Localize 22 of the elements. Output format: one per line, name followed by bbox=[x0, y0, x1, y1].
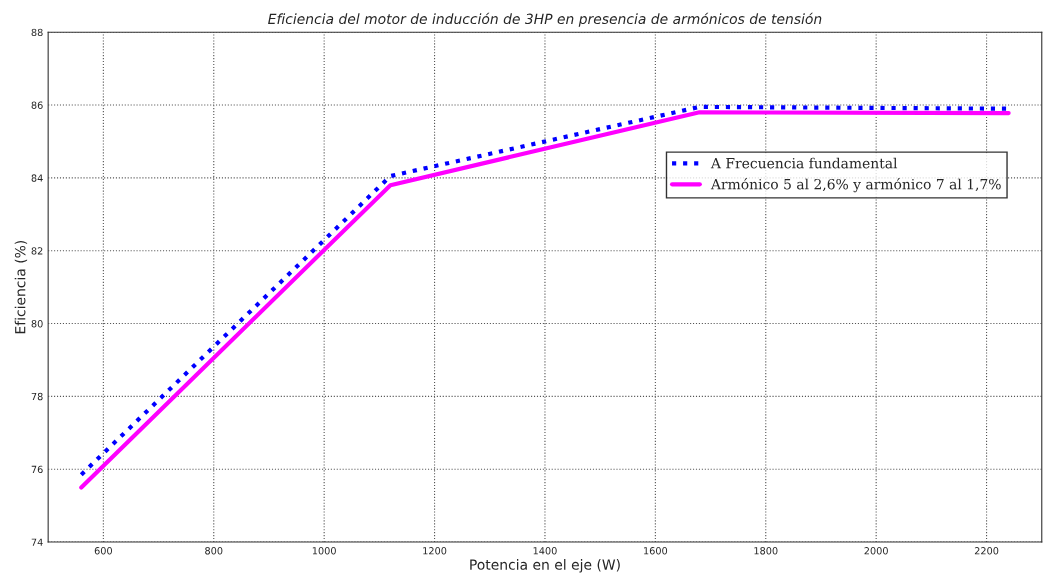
x-tick-label: 600 bbox=[94, 547, 112, 555]
y-tick-label: 76 bbox=[31, 465, 43, 474]
y-tick-label: 88 bbox=[31, 28, 43, 37]
y-tick-label: 78 bbox=[31, 392, 43, 401]
y-tick-label: 74 bbox=[31, 538, 43, 546]
x-tick-label: 2000 bbox=[864, 547, 888, 555]
y-tick-label: 82 bbox=[31, 247, 43, 255]
x-tick-label: 1600 bbox=[644, 547, 668, 555]
x-tick-label: 1800 bbox=[754, 547, 778, 555]
x-tick-label: 1200 bbox=[423, 547, 447, 555]
x-tick-label: 1000 bbox=[312, 547, 336, 555]
y-tick-label: 80 bbox=[31, 320, 43, 328]
legend-label: Armónico 5 al 2,6% y armónico 7 al 1,7% bbox=[710, 178, 1001, 193]
x-tick-label: 2200 bbox=[974, 547, 999, 555]
y-tick-label: 86 bbox=[31, 101, 43, 109]
x-tick-label: 800 bbox=[205, 547, 223, 555]
legend-label: A Frecuencia fundamental bbox=[710, 157, 898, 169]
x-tick-label: 1400 bbox=[533, 547, 557, 555]
y-tick-label: 84 bbox=[31, 174, 43, 182]
y-axis-title: Eficiencia (%) bbox=[14, 240, 28, 334]
chart-title: Eficiencia del motor de inducción de 3HP en presencia de armónicos de tensión bbox=[268, 12, 822, 27]
x-axis-title: Potencia en el eje (W) bbox=[470, 559, 620, 573]
